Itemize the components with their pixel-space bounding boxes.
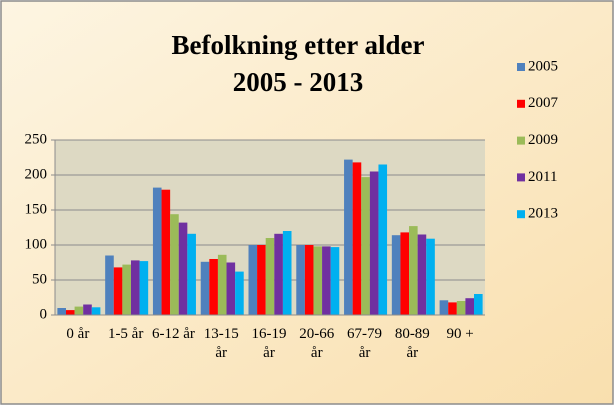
legend-swatch	[517, 99, 525, 108]
bar	[122, 264, 131, 315]
x-tick-label: 80-89 år	[394, 326, 430, 361]
bar	[448, 302, 457, 315]
bar	[65, 310, 75, 315]
bar	[235, 271, 244, 315]
bar	[313, 246, 323, 315]
y-tick-label: 150	[25, 201, 48, 217]
bar	[187, 233, 196, 315]
bar	[217, 254, 227, 315]
x-tick-label: 13-15 år	[203, 326, 239, 361]
bar	[83, 304, 92, 315]
legend-label: 2005	[528, 58, 558, 74]
x-tick-label: 20-66 år	[299, 326, 335, 361]
y-tick-label: 200	[25, 166, 48, 182]
bar	[417, 234, 427, 315]
y-tick-label: 100	[25, 236, 48, 252]
x-tick-label: 67-79 år	[347, 326, 383, 361]
x-tick-label: 1-5 år	[107, 326, 144, 342]
bar	[465, 298, 475, 315]
bar	[361, 177, 370, 315]
bar	[409, 226, 418, 315]
bar	[152, 187, 162, 315]
bar	[344, 159, 353, 315]
legend-swatch	[517, 210, 525, 219]
bar	[352, 162, 362, 315]
bar	[161, 189, 171, 315]
bar	[139, 261, 149, 315]
chart-title: 2005 - 2013	[233, 67, 364, 97]
legend-swatch	[517, 136, 525, 145]
bar	[105, 255, 114, 315]
bar	[257, 245, 266, 315]
legend-label: 2009	[528, 132, 558, 148]
bar	[248, 245, 258, 315]
bar	[322, 246, 331, 315]
x-tick-label: 0 år	[66, 326, 90, 342]
bar	[474, 294, 483, 315]
legend-swatch	[517, 63, 525, 71]
bar	[178, 222, 188, 315]
bar	[304, 245, 314, 315]
y-tick-label: 50	[32, 271, 47, 287]
bar	[296, 245, 305, 315]
bar	[330, 247, 340, 315]
bar	[74, 306, 84, 315]
bar	[439, 300, 449, 315]
bar	[200, 261, 210, 315]
bar	[91, 307, 101, 315]
bar	[113, 267, 123, 315]
bar	[391, 235, 401, 315]
bar	[265, 238, 275, 315]
y-tick-label: 250	[25, 131, 48, 147]
bar	[130, 260, 140, 315]
bar	[209, 259, 218, 315]
bar	[426, 238, 435, 315]
y-tick-label: 0	[40, 306, 48, 322]
bar	[282, 231, 292, 315]
bar	[226, 262, 236, 315]
bar	[170, 214, 179, 315]
bar	[400, 232, 410, 315]
legend-swatch	[517, 173, 525, 182]
bar	[57, 308, 66, 315]
x-tick-label: 6-12 år	[151, 326, 195, 342]
bar	[378, 164, 388, 315]
bar	[369, 171, 379, 315]
legend-label: 2013	[528, 206, 558, 222]
legend-label: 2007	[528, 95, 559, 111]
x-tick-label: 90 +	[446, 326, 474, 342]
legend-label: 2011	[528, 169, 557, 185]
bar	[456, 301, 466, 315]
chart-title: Befolkning etter alder	[172, 30, 425, 60]
bar	[274, 233, 283, 315]
x-tick-label: 16-19 år	[251, 326, 287, 361]
